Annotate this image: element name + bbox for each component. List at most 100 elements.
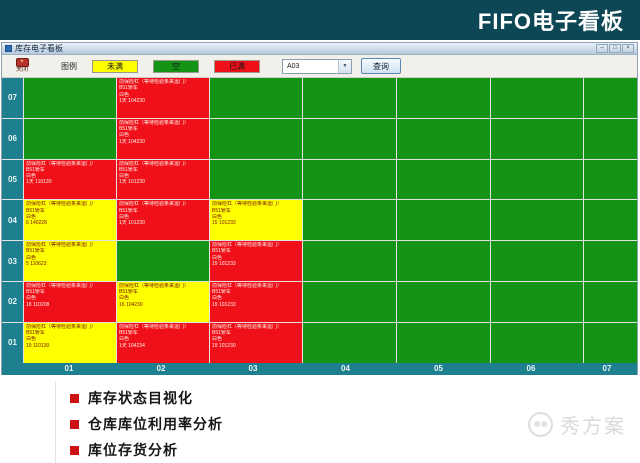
grid-cell-r05-c03[interactable] xyxy=(210,159,302,200)
query-button[interactable]: 查询 xyxy=(361,58,401,74)
cell-line: 白色 xyxy=(26,336,37,343)
panda-logo-icon xyxy=(528,412,553,437)
grid-cell-r04-c04[interactable] xyxy=(303,200,396,241)
grid-cell-r02-c07[interactable] xyxy=(584,281,637,322)
cell-line: 前保险杠（等待检验条来运门） xyxy=(212,282,283,289)
grid-cell-r06-c06[interactable] xyxy=(491,118,583,159)
grid-cell-r05-c02[interactable]: 前保险杠（等待检验条来运门） B51轿车 白色 1天 101230 xyxy=(117,159,209,200)
column-label-04: 04 xyxy=(341,363,350,373)
grid-cell-r05-c05[interactable] xyxy=(397,159,490,200)
cell-line: B51轿车 xyxy=(212,248,231,255)
cell-line: 前保险杠（等待检验条来运门） xyxy=(212,242,283,249)
cell-line: 1天 104230 xyxy=(119,97,145,104)
column-label-05: 05 xyxy=(434,363,443,373)
grid-cell-r02-c04[interactable] xyxy=(303,281,396,322)
window-title: 库存电子看板 xyxy=(15,43,63,53)
watermark-text: 秀方案 xyxy=(560,416,626,438)
grid-cell-r06-c07[interactable] xyxy=(584,118,637,159)
cell-line: 白色 xyxy=(26,213,37,220)
column-label-07: 07 xyxy=(602,363,612,373)
grid-cell-r07-c05[interactable] xyxy=(397,78,490,118)
watermark: 秀方案 xyxy=(528,410,626,439)
grid-cell-r04-c05[interactable] xyxy=(397,200,490,241)
area-select[interactable]: A03 ▼ xyxy=(282,58,352,74)
row-label-06: 06 xyxy=(2,118,23,159)
cell-line: B51轿车 xyxy=(212,207,231,214)
cell-line: B51轿车 xyxy=(26,166,45,173)
cell-line: B51轿车 xyxy=(212,289,231,296)
cell-line: 5 110623 xyxy=(26,260,47,267)
cell-line: 1天 110130 xyxy=(26,179,52,186)
grid-cell-r01-c06[interactable] xyxy=(491,322,583,363)
grid-cell-r03-c07[interactable] xyxy=(584,241,637,281)
cell-line: 前保险杠（等待检验条来运门） xyxy=(119,282,190,289)
cell-line: 16 104230 xyxy=(119,301,143,308)
grid-cell-r06-c04[interactable] xyxy=(303,118,396,159)
grid-cell-r05-c04[interactable] xyxy=(303,159,396,200)
grid-cell-r04-c03[interactable]: 前保险杠（等待检验条来运门） B51轿车 白色 15 101233 xyxy=(210,200,302,241)
grid-cell-r02-c01[interactable]: 前保险杠（等待检验条来运门） B51轿车 白色 18 110208 xyxy=(24,281,116,322)
grid-cell-r07-c04[interactable] xyxy=(303,78,396,118)
window-titlebar: 库存电子看板 – □ × xyxy=(2,43,637,55)
grid-cell-r06-c02[interactable]: 前保险杠（等待检验条来运门） B51轿车 白色 1天 104230 xyxy=(117,118,209,159)
grid-cell-r04-c01[interactable]: 前保险杠（等待检验条来运门） B51轿车 白色 6 140228 xyxy=(24,200,116,241)
grid-cell-r01-c05[interactable] xyxy=(397,322,490,363)
grid-cell-r07-c06[interactable] xyxy=(491,78,583,118)
column-label-02: 02 xyxy=(156,363,166,373)
close-window-icon[interactable]: × xyxy=(622,44,634,53)
grid-cell-r03-c04[interactable] xyxy=(303,241,396,281)
chevron-down-icon[interactable]: ▼ xyxy=(338,59,351,73)
grid-cell-r02-c02[interactable]: 前保险杠（等待检验条来运门） B51轿车 白色 16 104230 xyxy=(117,281,209,322)
grid-cell-r01-c03[interactable]: 前保险杠（等待检验条来运门） B51轿车 白色 19 101230 xyxy=(210,322,302,363)
grid-cell-r03-c06[interactable] xyxy=(491,241,583,281)
close-button[interactable]: × 关闭 xyxy=(5,58,39,74)
cell-line: 前保险杠（等待检验条来运门） xyxy=(119,79,190,85)
cell-line: 1天 101230 xyxy=(119,179,145,186)
grid-cell-r02-c03[interactable]: 前保险杠（等待检验条来运门） B51轿车 白色 19 101233 xyxy=(210,281,302,322)
cell-line: 前保险杠（等待检验条来运门） xyxy=(119,160,190,167)
grid-cell-r02-c06[interactable] xyxy=(491,281,583,322)
grid-cell-r05-c01[interactable]: 前保险杠（等待检验条来运门） B51轿车 白色 1天 110130 xyxy=(24,159,116,200)
grid-cell-r07-c02[interactable]: 前保险杠（等待检验条来运门） B51轿车 白色 1天 104230 xyxy=(117,78,209,118)
grid-cell-r04-c06[interactable] xyxy=(491,200,583,241)
cell-line: B51轿车 xyxy=(26,330,45,337)
grid-cell-r05-c06[interactable] xyxy=(491,159,583,200)
grid-cell-r06-c05[interactable] xyxy=(397,118,490,159)
grid-cell-r05-c07[interactable] xyxy=(584,159,637,200)
toolbar: × 关闭 图例 未满 空 已满 A03 ▼ 查询 xyxy=(2,55,637,78)
grid-cell-r01-c04[interactable] xyxy=(303,322,396,363)
grid-cell-r04-c02[interactable]: 前保险杠（等待检验条来运门） B51轿车 白色 1天 101230 xyxy=(117,200,209,241)
cell-line: 前保险杠（等待检验条来运门） xyxy=(119,323,190,330)
minimize-icon[interactable]: – xyxy=(596,44,608,53)
list-item: 库位存货分析 xyxy=(70,437,485,463)
cell-line: 前保险杠（等待检验条来运门） xyxy=(119,119,190,126)
grid-cell-r01-c07[interactable] xyxy=(584,322,637,363)
bullet-text-1: 库存状态目视化 xyxy=(88,390,193,406)
cell-line: 1天 101230 xyxy=(119,220,145,227)
grid-cell-r03-c01[interactable]: 前保险杠（等待检验条来运门） B51轿车 白色 5 110623 xyxy=(24,241,116,281)
cell-line: 白色 xyxy=(212,336,223,343)
cell-line: B51轿车 xyxy=(26,207,45,214)
grid-cell-r01-c02[interactable]: 前保险杠（等待检验条来运门） B51轿车 白色 1天 104234 xyxy=(117,322,209,363)
grid-cell-r01-c01[interactable]: 前保险杠（等待检验条来运门） B51轿车 白色 19 110130 xyxy=(24,322,116,363)
bullet-text-3: 库位存货分析 xyxy=(88,442,178,458)
grid-cell-r03-c02[interactable] xyxy=(117,241,209,281)
grid-cell-r06-c03[interactable] xyxy=(210,118,302,159)
grid-cell-r02-c05[interactable] xyxy=(397,281,490,322)
maximize-icon[interactable]: □ xyxy=(609,44,621,53)
cell-line: 前保险杠（等待检验条来运门） xyxy=(26,201,97,208)
grid-cell-r07-c03[interactable] xyxy=(210,78,302,118)
cell-line: 前保险杠（等待检验条来运门） xyxy=(26,160,97,167)
cell-line: 19 101230 xyxy=(212,342,236,349)
cell-line: 1天 104234 xyxy=(119,342,145,349)
area-select-value: A03 xyxy=(287,62,300,70)
bullet-text-2: 仓库库位利用率分析 xyxy=(88,416,223,432)
grid-cell-r03-c05[interactable] xyxy=(397,241,490,281)
cell-line: 白色 xyxy=(119,132,130,139)
grid-cell-r07-c07[interactable] xyxy=(584,78,637,118)
grid-cell-r03-c03[interactable]: 前保险杠（等待检验条来运门） B51轿车 白色 19 101233 xyxy=(210,241,302,281)
grid-cell-r04-c07[interactable] xyxy=(584,200,637,241)
cell-line: 白色 xyxy=(212,295,223,302)
grid-cell-r07-c01[interactable] xyxy=(24,78,116,118)
grid-cell-r06-c01[interactable] xyxy=(24,118,116,159)
